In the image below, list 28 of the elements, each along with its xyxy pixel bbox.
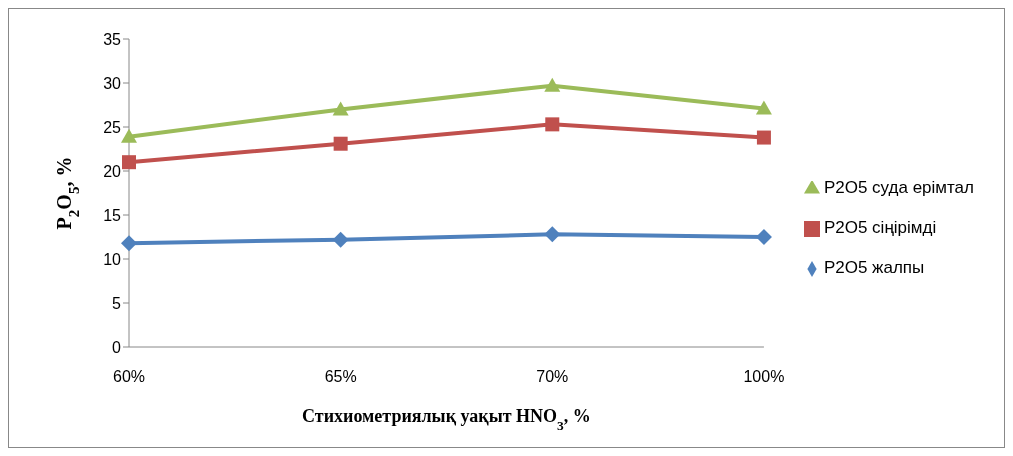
y-tick-label: 30	[103, 74, 122, 92]
y-tick-label: 10	[103, 250, 122, 268]
point	[121, 128, 137, 143]
legend-label: P2O5 сіңірімді	[823, 218, 937, 237]
point	[121, 235, 137, 252]
point	[332, 231, 349, 248]
x-tick-label: 65%	[324, 368, 357, 386]
point	[545, 117, 560, 132]
point	[544, 226, 561, 243]
point	[755, 229, 772, 245]
point	[755, 100, 772, 115]
y-tick-label: 25	[103, 118, 122, 136]
point	[756, 130, 771, 145]
point	[122, 155, 136, 170]
x-tick-label: 60%	[112, 368, 146, 386]
x-tick-label: 70%	[536, 368, 569, 386]
point	[333, 136, 348, 151]
point	[544, 77, 561, 92]
x-tick-label: 100%	[743, 368, 785, 386]
y-tick-label: 15	[103, 206, 122, 224]
y-tick-label: 5	[112, 294, 122, 312]
y-tick-label: 35	[103, 30, 122, 48]
point	[332, 101, 349, 116]
y-tick-label: 20	[103, 162, 122, 180]
legend-label: P2O5 суда ерімтал	[823, 178, 974, 197]
x-axis-title: Стихиометриялық уақыт HNO$_{3}$, %	[302, 406, 591, 433]
y-tick-label: 0	[112, 338, 122, 356]
legend-label: P2O5 жалпы	[823, 258, 925, 277]
